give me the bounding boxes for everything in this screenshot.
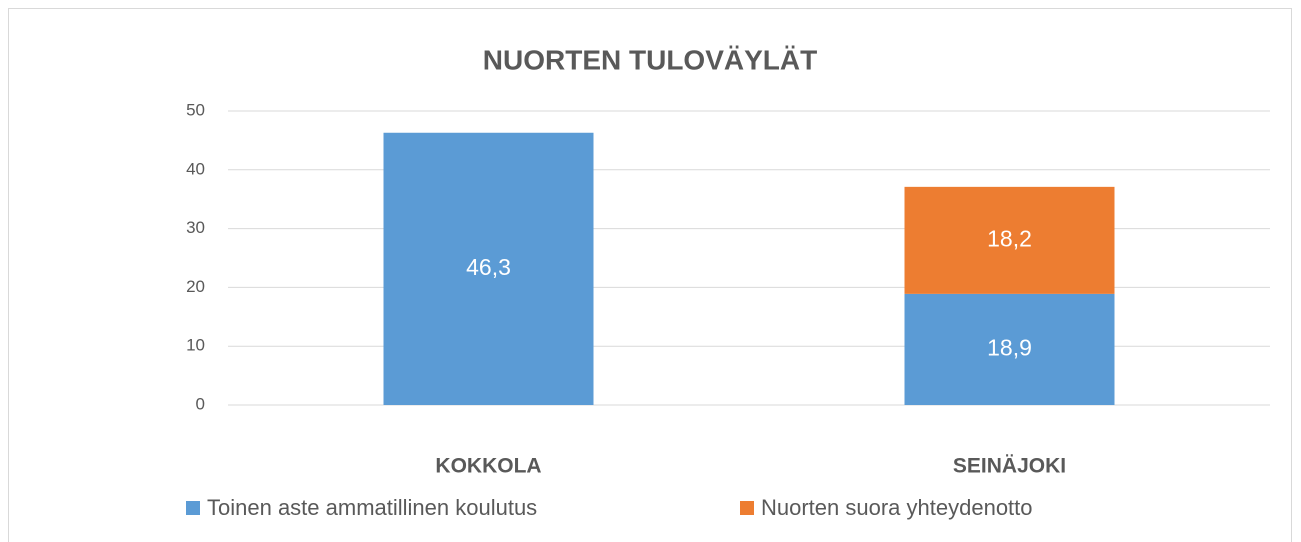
legend-swatch <box>740 501 754 515</box>
chart-title: NUORTEN TULOVÄYLÄT <box>483 44 817 75</box>
y-tick-label: 40 <box>186 159 205 178</box>
data-label: 46,3 <box>466 254 511 280</box>
data-label: 18,2 <box>987 225 1032 251</box>
y-tick-label: 10 <box>186 336 205 355</box>
y-tick-label: 20 <box>186 277 205 296</box>
y-tick-label: 0 <box>196 394 205 413</box>
data-label: 18,9 <box>987 335 1032 361</box>
legend-swatch <box>186 501 200 515</box>
bar-segment <box>904 293 1115 405</box>
x-tick-label: KOKKOLA <box>435 455 541 478</box>
y-tick-label: 50 <box>186 100 205 119</box>
legend-label: Nuorten suora yhteydenotto <box>761 495 1033 520</box>
bar-segment <box>383 132 594 406</box>
x-tick-label: SEINÄJOKI <box>953 455 1066 478</box>
bar-segment <box>904 186 1115 294</box>
legend-label: Toinen aste ammatillinen koulutus <box>207 495 537 520</box>
y-tick-label: 30 <box>186 218 205 237</box>
